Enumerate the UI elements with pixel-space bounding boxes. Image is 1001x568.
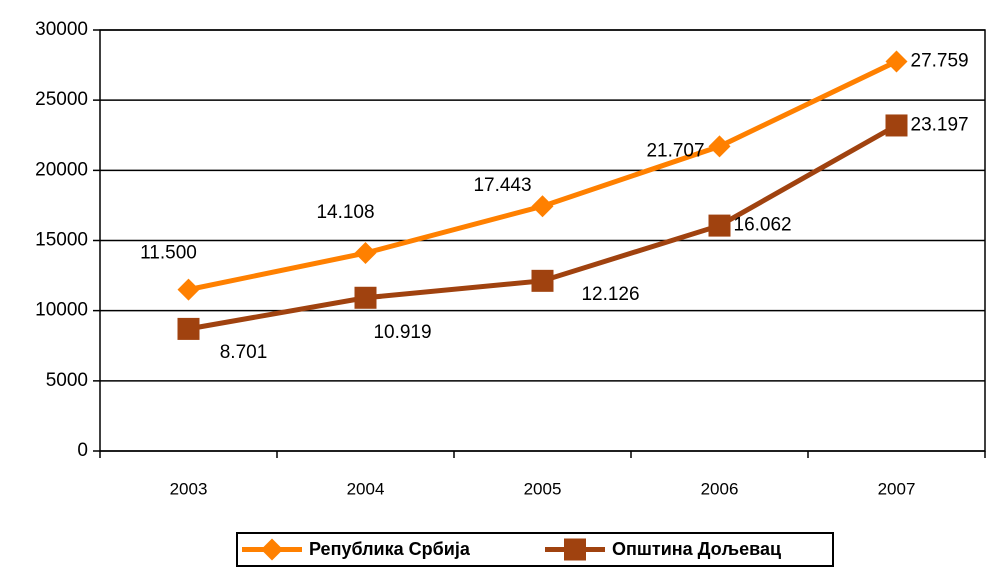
point-marker: [531, 195, 554, 218]
point-marker: [354, 242, 377, 265]
legend-marker: [261, 538, 283, 561]
value-label: 16.062: [734, 215, 792, 236]
point-marker: [708, 214, 731, 237]
point-marker: [177, 317, 200, 340]
point-marker: [177, 278, 200, 301]
value-label: 12.126: [581, 284, 639, 305]
value-label: 8.701: [220, 342, 268, 363]
value-label: 14.108: [316, 202, 374, 223]
legend-label: Општина Дољевац: [612, 539, 781, 559]
x-tick-label: 2003: [170, 479, 208, 498]
x-tick-label: 2004: [347, 479, 385, 498]
y-tick-label: 0: [77, 440, 88, 461]
value-label: 27.759: [911, 50, 969, 71]
x-tick-label: 2005: [524, 479, 562, 498]
value-label: 23.197: [911, 114, 969, 135]
value-label: 10.919: [373, 322, 431, 343]
point-marker: [531, 269, 554, 292]
legend-box: [236, 532, 834, 567]
point-marker: [885, 114, 908, 137]
legend-marker: [564, 538, 586, 561]
y-tick-label: 20000: [35, 159, 88, 180]
y-tick-label: 5000: [46, 370, 88, 391]
y-tick-label: 10000: [35, 300, 88, 321]
y-tick-label: 30000: [35, 19, 88, 40]
x-tick-label: 2007: [878, 479, 916, 498]
legend-label: Република Србија: [309, 539, 471, 559]
y-tick-label: 15000: [35, 230, 88, 251]
value-label: 11.500: [140, 243, 197, 264]
point-marker: [354, 286, 377, 309]
y-tick-label: 25000: [35, 89, 88, 110]
value-label: 17.443: [473, 175, 531, 196]
value-label: 21.707: [646, 140, 704, 161]
x-tick-label: 2006: [701, 479, 739, 498]
point-marker: [708, 135, 731, 158]
point-marker: [885, 50, 908, 73]
